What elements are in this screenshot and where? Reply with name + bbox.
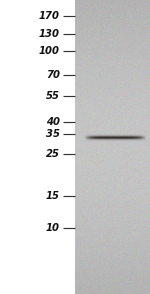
Text: 40: 40	[46, 117, 60, 127]
Text: 10: 10	[46, 223, 60, 233]
Text: 130: 130	[39, 29, 60, 39]
Text: 35: 35	[46, 129, 60, 139]
Text: 55: 55	[46, 91, 60, 101]
Text: 170: 170	[39, 11, 60, 21]
Text: 25: 25	[46, 149, 60, 159]
Bar	[0, 0, 75, 294]
Text: 70: 70	[46, 70, 60, 80]
Text: 15: 15	[46, 191, 60, 201]
Text: 100: 100	[39, 46, 60, 56]
